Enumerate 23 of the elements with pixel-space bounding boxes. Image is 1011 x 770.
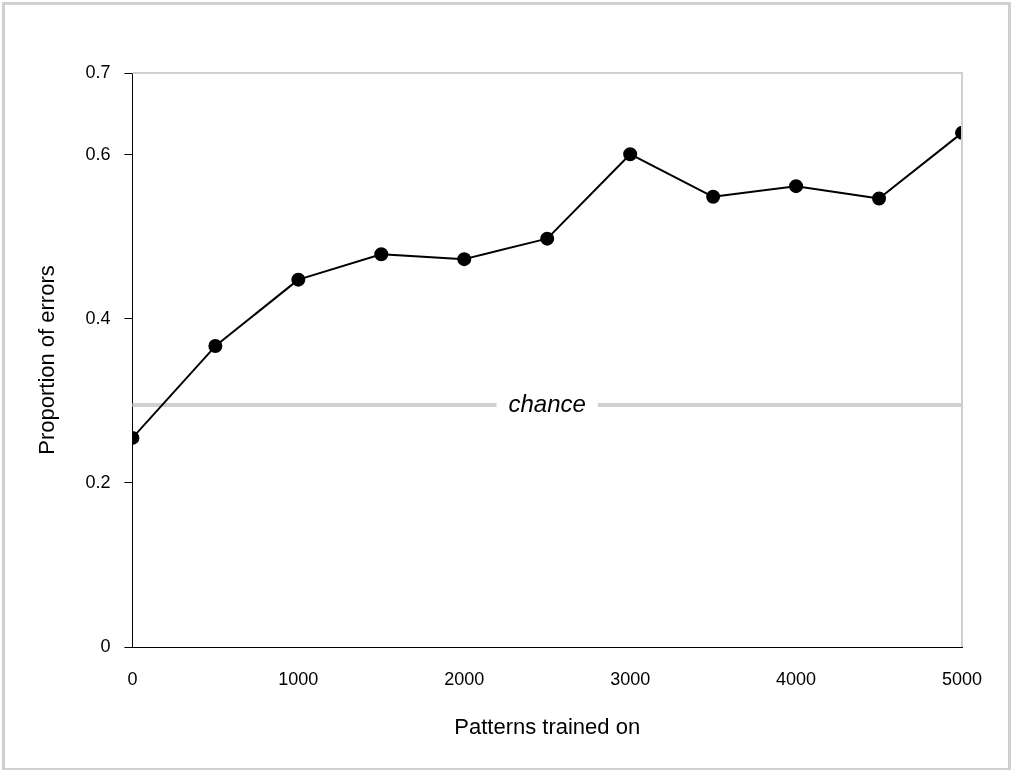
point [789,179,804,194]
point [208,339,223,354]
point [872,191,887,206]
x-tick-label: 1000 [278,668,319,689]
point [457,252,472,267]
y-tick-label: 0.2 [85,471,111,492]
x-tick-label: 0 [127,668,138,689]
point [540,231,555,246]
x-tick-label: 4000 [776,668,817,689]
x-tick-label: 5000 [941,668,983,689]
y-tick-label: 0.4 [85,307,111,328]
ref-line-label: chance [508,389,586,417]
x-axis-title: Patterns trained on [454,713,641,739]
point [706,189,721,204]
x-tick-label: 2000 [444,668,485,689]
y-tick-label: 0 [100,635,111,656]
y-tick-label: 0.7 [85,61,111,82]
x-tick-label: 3000 [610,668,651,689]
point [291,272,306,287]
point [374,247,389,262]
y-axis-title: Proportion of errors [34,265,60,455]
point [623,147,638,162]
y-tick-label: 0.6 [85,143,111,164]
